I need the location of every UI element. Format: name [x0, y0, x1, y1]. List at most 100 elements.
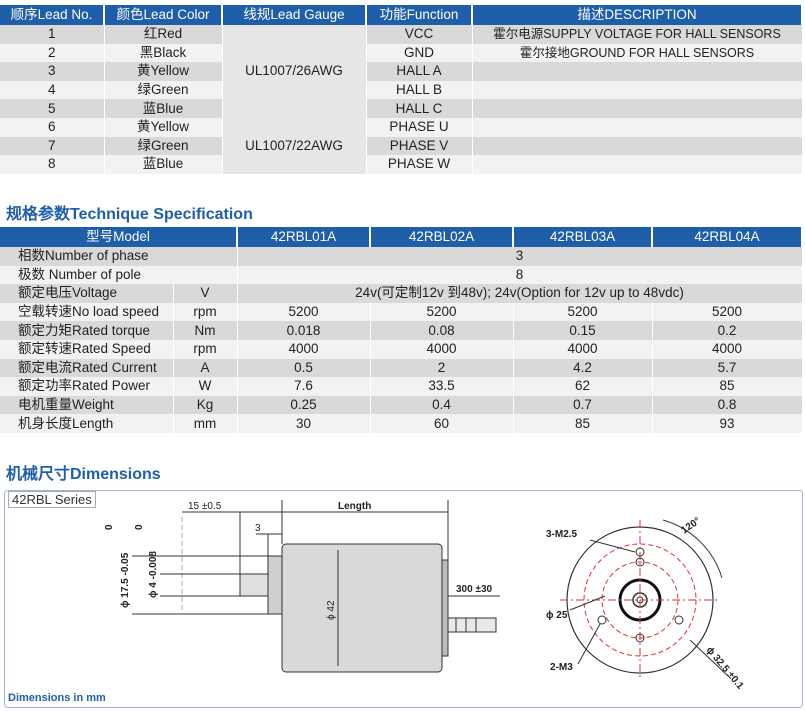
lead-function: GND	[366, 43, 473, 63]
lead-function: PHASE U	[366, 117, 473, 137]
lead-function: PHASE V	[366, 136, 473, 156]
spec-value: 3	[237, 247, 803, 266]
table-row: 5 蓝Blue HALL C	[0, 99, 803, 118]
table-row: 机身长度Length mm 30 60 85 93	[0, 414, 803, 433]
lead-no: 1	[0, 25, 105, 44]
spec-unit: mm	[173, 414, 238, 433]
spec-value: 60	[370, 414, 514, 433]
table-row: 额定电流Rated Current A 0.5 2 4.2 5.7	[0, 358, 803, 378]
spec-value: 4.2	[513, 358, 653, 378]
motor-body	[281, 543, 443, 673]
dim-pilot-dia: ϕ 17.5 -0.05	[120, 552, 131, 608]
header-model-3: 42RBL03A	[513, 227, 653, 247]
dim-holes-bottom: 2-M3	[550, 662, 573, 673]
spec-value: 85	[652, 377, 803, 396]
header-description: 描述DESCRIPTION	[472, 5, 803, 25]
spec-value: 0.018	[237, 321, 371, 340]
spec-unit: W	[173, 377, 238, 396]
dim-length: Length	[338, 501, 371, 512]
spec-label: 额定转速Rated Speed	[0, 339, 174, 359]
spec-value: 33.5	[370, 377, 514, 396]
spec-value: 93	[652, 414, 803, 433]
table-row: 极数 Number of pole 8	[0, 265, 803, 285]
lead-function: VCC	[366, 25, 473, 44]
lead-color: 黄Yellow	[104, 62, 223, 81]
spec-unit: rpm	[173, 302, 238, 322]
spec-value: 0.08	[370, 321, 514, 340]
lead-table: 顺序Lead No. 颜色Lead Color 线规Lead Gauge 功能F…	[0, 5, 803, 174]
table-row: 8 蓝Blue PHASE W	[0, 155, 803, 174]
spec-value: 0.15	[513, 321, 653, 340]
spec-unit: Kg	[173, 395, 238, 415]
lead-bundle	[447, 617, 497, 633]
table-row: 额定功率Rated Power W 7.6 33.5 62 85	[0, 377, 803, 396]
spec-value: 5200	[513, 302, 653, 322]
spec-value: 0.8	[652, 395, 803, 415]
lead-color: 蓝Blue	[104, 155, 223, 174]
table-row: 空载转速No load speed rpm 5200 5200 5200 520…	[0, 302, 803, 322]
lead-no: 2	[0, 43, 105, 63]
lead-no: 3	[0, 62, 105, 81]
gauge-phase: UL1007/22AWG	[222, 117, 367, 174]
table-row: 7 绿Green PHASE V	[0, 136, 803, 156]
spec-label: 极数 Number of pole	[0, 265, 238, 285]
mount-hole	[635, 557, 645, 567]
dim-lead-length: 300 ±30	[456, 584, 493, 595]
lead-desc: 霍尔电源SUPPLY VOLTAGE FOR HALL SENSORS	[472, 25, 803, 44]
dim-step: 3	[255, 523, 261, 534]
lead-desc: 霍尔接地GROUND FOR HALL SENSORS	[472, 43, 803, 63]
lead-color: 黑Black	[104, 43, 223, 63]
table-row: 3 黄Yellow HALL A	[0, 62, 803, 81]
lead-desc	[472, 155, 803, 174]
header-function: 功能Function	[366, 5, 473, 25]
front-view	[560, 519, 729, 680]
table-row: 相数Number of phase 3	[0, 247, 803, 266]
lead-no: 8	[0, 155, 105, 174]
lead-no: 5	[0, 99, 105, 118]
dimensions-note: Dimensions in mm	[8, 692, 106, 704]
lead-desc	[472, 117, 803, 137]
spec-value: 24v(可定制12v 到48v); 24v(Option for 12v up …	[237, 284, 803, 303]
table-row: 额定电压Voltage V 24v(可定制12v 到48v); 24v(Opti…	[0, 284, 803, 303]
dim-inner-dia: ϕ 25	[546, 610, 568, 621]
spec-label: 相数Number of phase	[0, 247, 238, 266]
dim-shaft-dia: ϕ 4 -0.008	[148, 551, 159, 598]
table-row: 1 红Red UL1007/26AWG VCC 霍尔电源SUPPLY VOLTA…	[0, 25, 803, 118]
spec-value: 4000	[652, 339, 803, 359]
header-model: 型号Model	[0, 227, 238, 247]
spec-value: 8	[237, 265, 803, 285]
spec-value: 30	[237, 414, 371, 433]
mount-hole	[674, 615, 684, 625]
spec-section-title: 规格参数Technique Specification	[6, 206, 253, 223]
lead-function: HALL C	[366, 99, 473, 118]
spec-unit: Nm	[173, 321, 238, 340]
spec-value: 5200	[652, 302, 803, 322]
spec-unit: V	[173, 284, 238, 303]
lead-function: HALL A	[366, 62, 473, 81]
spec-value: 0.2	[652, 321, 803, 340]
dimensions-section-title: 机械尺寸Dimensions	[6, 466, 161, 483]
spec-label: 额定力矩Rated torque	[0, 321, 174, 340]
dim-body-dia: ϕ 42	[326, 600, 337, 620]
spec-label: 电机重量Weight	[0, 395, 174, 415]
lead-no: 6	[0, 117, 105, 137]
spec-table: 型号Model 42RBL01A 42RBL02A 42RBL03A 42RBL…	[0, 227, 803, 433]
spec-value: 0.7	[513, 395, 653, 415]
dim-holes-top: 3-M2.5	[546, 529, 578, 540]
lead-function: PHASE W	[366, 155, 473, 174]
lead-function: HALL B	[366, 80, 473, 100]
gauge-hall: UL1007/26AWG	[222, 25, 367, 118]
table-row: 额定力矩Rated torque Nm 0.018 0.08 0.15 0.2	[0, 321, 803, 340]
lead-desc	[472, 80, 803, 100]
mount-hole	[597, 615, 607, 625]
table-row: 6 黄Yellow UL1007/22AWG PHASE U	[0, 117, 803, 174]
spec-label: 额定电压Voltage	[0, 284, 174, 303]
spec-value: 4000	[513, 339, 653, 359]
spec-table-header: 型号Model 42RBL01A 42RBL02A 42RBL03A 42RBL…	[0, 227, 803, 247]
lead-color: 黄Yellow	[104, 117, 223, 137]
lead-no: 7	[0, 136, 105, 156]
lead-color: 绿Green	[104, 80, 223, 100]
spec-value: 62	[513, 377, 653, 396]
table-row: 4 绿Green HALL B	[0, 80, 803, 100]
series-label: 42RBL Series	[8, 491, 96, 508]
